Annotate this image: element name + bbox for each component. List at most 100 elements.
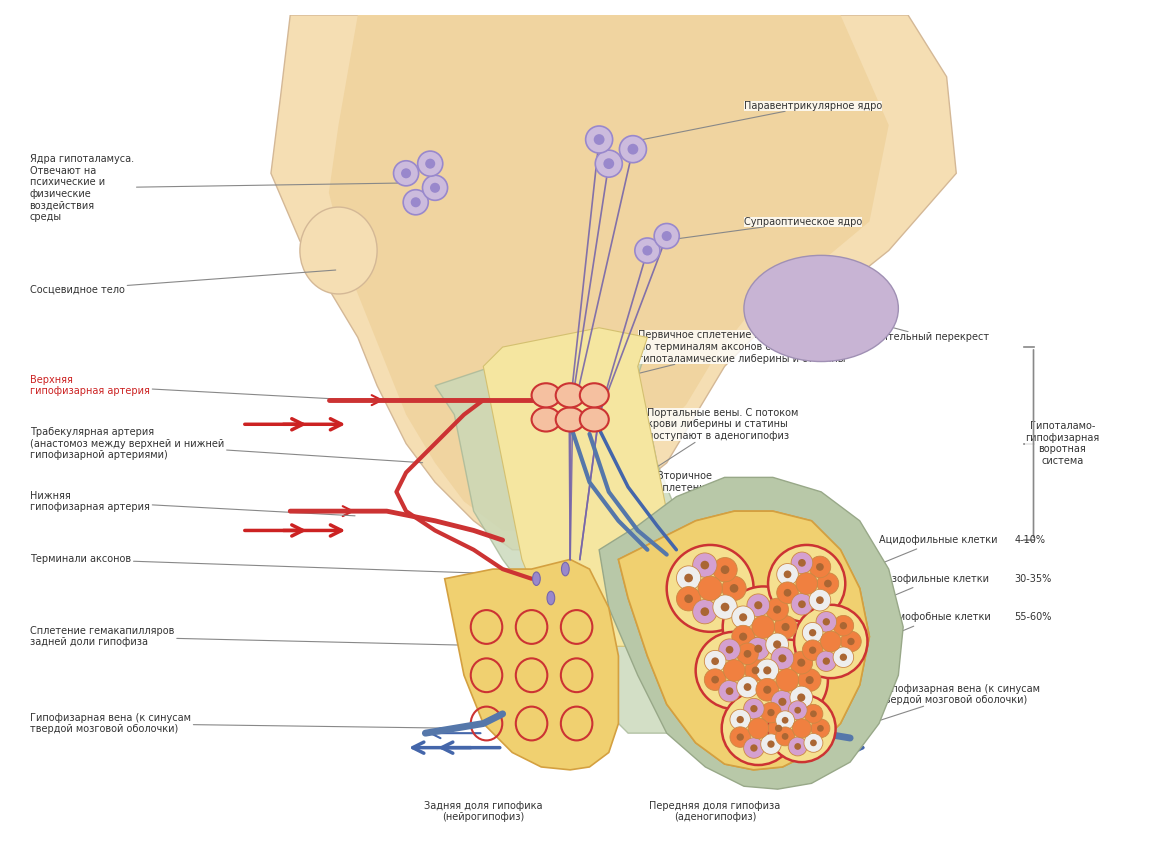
Circle shape <box>776 669 799 691</box>
Circle shape <box>770 647 793 670</box>
Circle shape <box>782 733 789 740</box>
Circle shape <box>752 666 759 674</box>
Circle shape <box>730 709 751 730</box>
Circle shape <box>585 126 613 153</box>
Ellipse shape <box>555 384 584 408</box>
Circle shape <box>417 151 443 176</box>
Ellipse shape <box>300 207 377 294</box>
Circle shape <box>704 669 726 690</box>
Text: Супраоптическое ядро: Супраоптическое ядро <box>665 217 862 240</box>
Circle shape <box>730 584 738 593</box>
Circle shape <box>593 134 605 145</box>
Circle shape <box>776 582 798 604</box>
Circle shape <box>723 659 745 681</box>
Circle shape <box>766 633 789 656</box>
Ellipse shape <box>580 408 608 431</box>
Circle shape <box>736 716 744 723</box>
Circle shape <box>840 622 848 629</box>
Circle shape <box>739 613 748 621</box>
Text: Ядра гипоталамуса.
Отвечают на
психические и
физические
воздействия
среды: Ядра гипоталамуса. Отвечают на психическ… <box>30 154 404 222</box>
Circle shape <box>704 651 726 672</box>
Circle shape <box>745 659 766 681</box>
Polygon shape <box>445 559 619 770</box>
Circle shape <box>811 719 830 738</box>
Circle shape <box>719 638 741 661</box>
Circle shape <box>768 718 789 739</box>
Ellipse shape <box>561 562 569 575</box>
Circle shape <box>783 570 791 578</box>
Circle shape <box>760 702 781 723</box>
Circle shape <box>393 161 419 186</box>
Polygon shape <box>271 15 957 550</box>
Circle shape <box>775 727 795 746</box>
Circle shape <box>746 639 828 721</box>
Text: Верхняя
гипофизарная артерия: Верхняя гипофизарная артерия <box>30 375 355 400</box>
Circle shape <box>744 650 751 658</box>
Circle shape <box>620 136 646 162</box>
Circle shape <box>744 738 765 759</box>
Circle shape <box>822 618 830 626</box>
Circle shape <box>700 607 710 616</box>
Circle shape <box>795 605 867 678</box>
Text: Гипофизарная вена (к синусам
твердой мозговой оболочки): Гипофизарная вена (к синусам твердой моз… <box>30 713 461 734</box>
Circle shape <box>713 557 737 581</box>
Polygon shape <box>329 15 889 530</box>
Circle shape <box>848 638 854 645</box>
Ellipse shape <box>555 408 584 431</box>
Circle shape <box>726 646 734 653</box>
Circle shape <box>696 632 773 709</box>
Circle shape <box>788 701 807 720</box>
Circle shape <box>667 545 753 632</box>
Circle shape <box>746 638 769 660</box>
Circle shape <box>750 745 758 752</box>
Circle shape <box>796 573 818 594</box>
Ellipse shape <box>580 384 608 408</box>
Circle shape <box>775 725 782 732</box>
Circle shape <box>775 711 795 730</box>
Circle shape <box>628 143 638 155</box>
Circle shape <box>792 719 811 738</box>
Circle shape <box>713 595 737 619</box>
Text: Зрительный перекрест: Зрительный перекрест <box>823 309 989 342</box>
Circle shape <box>596 150 622 177</box>
Circle shape <box>684 574 693 582</box>
Circle shape <box>816 612 836 632</box>
Circle shape <box>806 676 814 684</box>
Circle shape <box>721 565 729 574</box>
Circle shape <box>411 197 421 207</box>
Polygon shape <box>619 511 869 770</box>
Text: Сосцевидное тело: Сосцевидное тело <box>30 270 336 294</box>
Circle shape <box>756 659 779 682</box>
Circle shape <box>764 686 772 694</box>
Circle shape <box>773 640 781 649</box>
Circle shape <box>840 653 848 661</box>
Circle shape <box>749 718 768 739</box>
Ellipse shape <box>532 572 540 586</box>
Text: Базофильные клетки: Базофильные клетки <box>775 574 989 645</box>
Circle shape <box>635 238 660 263</box>
Text: Сплетение гемакапилляров
задней доли гипофиза: Сплетение гемакапилляров задней доли гип… <box>30 626 509 647</box>
Circle shape <box>808 629 816 637</box>
Circle shape <box>726 687 734 695</box>
Circle shape <box>816 651 836 671</box>
Circle shape <box>426 159 435 168</box>
Circle shape <box>722 692 795 765</box>
Circle shape <box>810 556 830 578</box>
Circle shape <box>788 737 807 756</box>
Text: Задняя доля гипофика
(нейрогипофиз): Задняя доля гипофика (нейрогипофиз) <box>424 801 543 823</box>
Circle shape <box>816 596 823 604</box>
Circle shape <box>821 632 841 651</box>
Circle shape <box>790 686 813 708</box>
Circle shape <box>401 168 411 178</box>
Circle shape <box>803 622 823 643</box>
Circle shape <box>684 594 693 603</box>
Text: 55-60%: 55-60% <box>1014 613 1051 622</box>
Ellipse shape <box>531 408 560 431</box>
Circle shape <box>661 231 672 241</box>
Circle shape <box>798 669 821 691</box>
Circle shape <box>731 626 754 648</box>
Circle shape <box>692 600 716 624</box>
Ellipse shape <box>744 256 898 361</box>
Circle shape <box>770 690 793 713</box>
Circle shape <box>790 651 813 674</box>
